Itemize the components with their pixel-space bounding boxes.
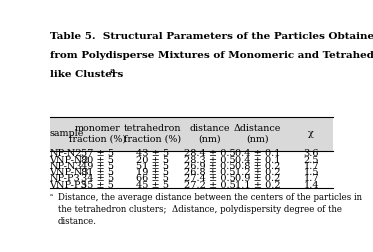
Text: 27.2 ± 0.5: 27.2 ± 0.5 bbox=[184, 181, 236, 190]
Text: 26.9 ± 0.5: 26.9 ± 0.5 bbox=[184, 162, 236, 171]
Text: 1.5: 1.5 bbox=[303, 168, 319, 177]
Text: VNP-N3: VNP-N3 bbox=[50, 168, 89, 177]
Text: 1.7: 1.7 bbox=[303, 162, 319, 171]
Text: like Clusters: like Clusters bbox=[50, 70, 123, 79]
Text: Distance, the average distance between the centers of the particles in
the tetra: Distance, the average distance between t… bbox=[57, 193, 361, 226]
Text: χ: χ bbox=[308, 129, 314, 138]
Text: 45 ± 5: 45 ± 5 bbox=[136, 181, 169, 190]
Text: NP-N3: NP-N3 bbox=[50, 162, 82, 171]
Text: 34 ± 5: 34 ± 5 bbox=[81, 174, 114, 183]
Text: 1.1 ± 0.2: 1.1 ± 0.2 bbox=[235, 181, 280, 190]
Text: 28.4 ± 0.5: 28.4 ± 0.5 bbox=[184, 149, 236, 158]
Text: monomer
fraction (%): monomer fraction (%) bbox=[69, 123, 126, 144]
Text: 43 ± 5: 43 ± 5 bbox=[135, 149, 169, 158]
Text: 28.3 ± 0.5: 28.3 ± 0.5 bbox=[184, 155, 236, 165]
Text: 27.4 ± 0.5: 27.4 ± 0.5 bbox=[184, 174, 236, 183]
Text: Δdistance
(nm): Δdistance (nm) bbox=[234, 123, 281, 144]
Text: 0.8 ± 0.2: 0.8 ± 0.2 bbox=[235, 162, 280, 171]
Text: Table 5.  Structural Parameters of the Particles Obtained: Table 5. Structural Parameters of the Pa… bbox=[50, 32, 373, 41]
Text: 49 ± 5: 49 ± 5 bbox=[81, 162, 114, 171]
FancyBboxPatch shape bbox=[50, 117, 333, 150]
Text: 3.6: 3.6 bbox=[303, 149, 319, 158]
Text: 0.4 ± 0.1: 0.4 ± 0.1 bbox=[235, 155, 280, 165]
Text: 1.4: 1.4 bbox=[303, 181, 319, 190]
Text: 19 ± 5: 19 ± 5 bbox=[136, 168, 169, 177]
Text: 66 ± 5: 66 ± 5 bbox=[136, 174, 169, 183]
Text: 51 ± 5: 51 ± 5 bbox=[136, 162, 169, 171]
Text: 26.8 ± 0.5: 26.8 ± 0.5 bbox=[184, 168, 236, 177]
Text: 0.4 ± 0.1: 0.4 ± 0.1 bbox=[235, 149, 280, 158]
Text: 2.5: 2.5 bbox=[303, 155, 319, 165]
Text: 1.7: 1.7 bbox=[303, 174, 319, 183]
Text: 81 ± 5: 81 ± 5 bbox=[81, 168, 114, 177]
Text: 20 ± 5: 20 ± 5 bbox=[136, 155, 169, 165]
Text: sample: sample bbox=[50, 129, 84, 138]
Text: NP-N2: NP-N2 bbox=[50, 149, 82, 158]
Text: ᵃ: ᵃ bbox=[50, 193, 53, 201]
Text: 80 ± 5: 80 ± 5 bbox=[81, 155, 114, 165]
Text: 0.9 ± 0.2: 0.9 ± 0.2 bbox=[235, 174, 280, 183]
Text: 1.2 ± 0.2: 1.2 ± 0.2 bbox=[235, 168, 280, 177]
Text: VNP-P3: VNP-P3 bbox=[50, 181, 87, 190]
Text: 57 ± 5: 57 ± 5 bbox=[81, 149, 114, 158]
Text: 55 ± 5: 55 ± 5 bbox=[81, 181, 114, 190]
Text: NP-P3: NP-P3 bbox=[50, 174, 80, 183]
Text: distance
(nm): distance (nm) bbox=[190, 123, 230, 144]
Text: from Polydisperse Mixtures of Monomeric and Tetrahedron-: from Polydisperse Mixtures of Monomeric … bbox=[50, 51, 373, 60]
Text: VNP-N2: VNP-N2 bbox=[50, 155, 89, 165]
Text: tetrahedron
fraction (%): tetrahedron fraction (%) bbox=[123, 123, 181, 144]
Text: a: a bbox=[109, 67, 115, 75]
